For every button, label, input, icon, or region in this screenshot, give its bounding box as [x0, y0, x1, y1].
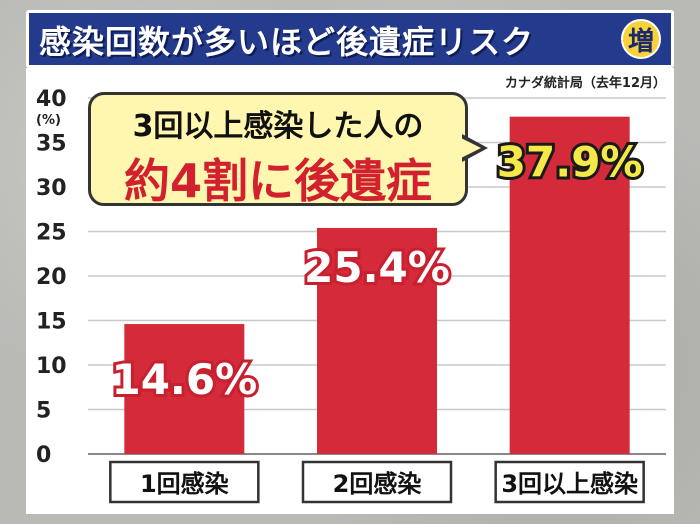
callout-line-1: 3回以上感染した人の	[132, 109, 424, 144]
category-label-box	[109, 460, 260, 504]
data-label: 37.9%	[497, 138, 643, 187]
data-label: 14.6%	[111, 355, 257, 404]
y-tick-label: 10	[36, 354, 67, 379]
y-tick-label: 5	[36, 399, 51, 424]
data-label: 25.4%	[304, 243, 450, 292]
callout-box: 3回以上感染した人の 約4割に後遺症	[88, 92, 468, 208]
callout-line-2: 約4割に後遺症	[123, 154, 432, 208]
y-tick-label: 20	[36, 265, 67, 290]
chart-title: 感染回数が多いほど後遺症リスク	[39, 23, 535, 61]
y-tick-label: 25	[36, 221, 67, 246]
increase-badge: 増	[621, 19, 661, 59]
source-note: カナダ統計局（去年12月）	[504, 76, 666, 91]
y-axis-unit-label: (%)	[36, 113, 61, 128]
y-tick-label: 0	[36, 443, 51, 468]
bar-chart: 0 5 10 15 20 25 30 35 40(%) 1回感染 14.6% 2回感染 25.4% 3回以…	[36, 87, 666, 504]
chart-panel: カナダ統計局（去年12月） 0 5 10 15 20 25 30 35 40 (%) 1回感染 14.…	[26, 68, 674, 514]
callout-pointer-fill	[461, 138, 481, 158]
y-tick-label: 35	[36, 132, 67, 157]
y-tick-label: 40	[36, 87, 67, 112]
x-tick-label: 2回感染	[333, 470, 422, 498]
bar	[317, 227, 437, 454]
x-tick-label: 1回感染	[140, 470, 229, 498]
category-label-box	[301, 460, 453, 504]
bar	[509, 116, 630, 454]
y-tick-label: 15	[36, 310, 67, 335]
category-label-box	[494, 460, 645, 504]
bar	[124, 324, 245, 454]
x-tick-label: 3回以上感染	[501, 470, 638, 498]
title-banner: 感染回数が多いほど後遺症リスク 増	[26, 10, 674, 68]
y-tick-label: 30	[36, 176, 67, 201]
